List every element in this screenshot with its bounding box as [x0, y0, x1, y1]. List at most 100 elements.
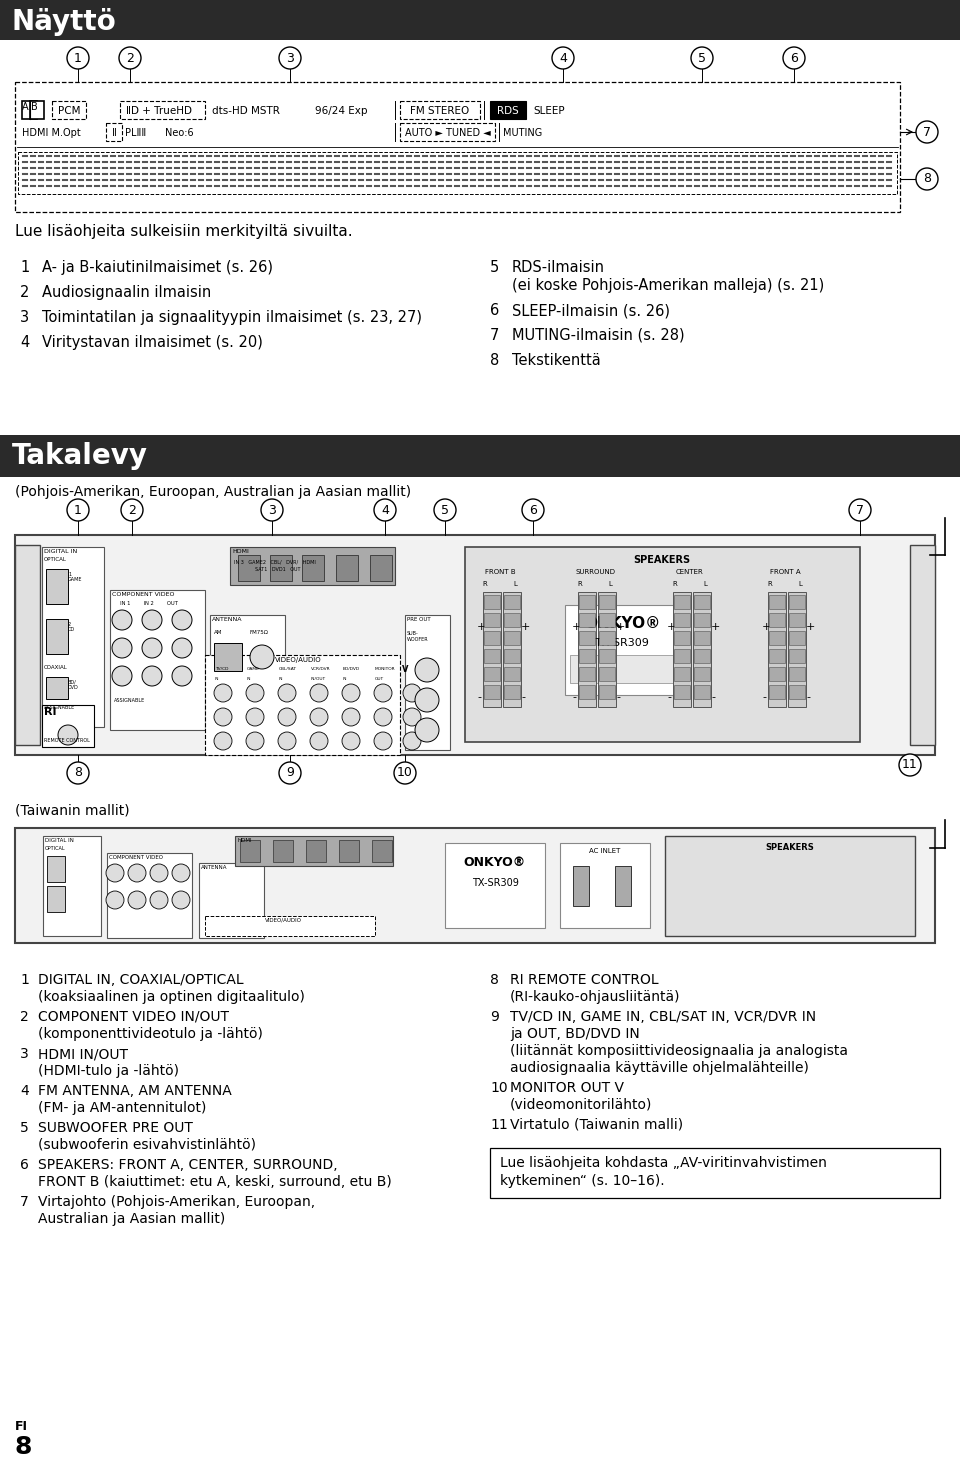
- Bar: [579, 667, 595, 681]
- Text: R: R: [768, 580, 773, 588]
- Bar: [22, 101, 37, 118]
- Text: RI: RI: [44, 708, 57, 716]
- Circle shape: [342, 684, 360, 702]
- Circle shape: [250, 645, 274, 670]
- Text: Lue lisäohjeita kohdasta „AV-viritinvahvistimen: Lue lisäohjeita kohdasta „AV-viritinvahv…: [500, 1156, 827, 1170]
- Bar: [769, 613, 785, 627]
- Bar: [599, 649, 615, 662]
- Circle shape: [279, 47, 301, 69]
- Bar: [665, 836, 915, 936]
- Circle shape: [374, 499, 396, 520]
- Text: DIGITAL IN: DIGITAL IN: [44, 550, 77, 554]
- Bar: [789, 632, 805, 645]
- Text: Australian ja Aasian mallit): Australian ja Aasian mallit): [38, 1212, 226, 1227]
- Bar: [52, 101, 86, 118]
- Text: FRONT B (kaiuttimet: etu A, keski, surround, etu B): FRONT B (kaiuttimet: etu A, keski, surro…: [38, 1175, 392, 1189]
- Bar: [46, 677, 68, 699]
- Text: R: R: [483, 580, 488, 588]
- Text: FRONT A: FRONT A: [770, 569, 801, 575]
- Bar: [789, 686, 805, 699]
- Bar: [570, 655, 675, 683]
- Bar: [674, 649, 690, 662]
- Text: L: L: [608, 580, 612, 588]
- Text: 1: 1: [74, 51, 82, 64]
- Text: R: R: [673, 580, 678, 588]
- Text: MONITOR: MONITOR: [375, 667, 396, 671]
- Text: ASSIGNABLE: ASSIGNABLE: [44, 705, 75, 711]
- Text: 4: 4: [20, 1083, 29, 1098]
- Text: Tekstikenttä: Tekstikenttä: [512, 352, 601, 368]
- Bar: [15, 545, 40, 746]
- Circle shape: [142, 637, 162, 658]
- Text: 5: 5: [441, 503, 449, 516]
- Circle shape: [522, 499, 544, 520]
- Text: RDS-ilmaisin: RDS-ilmaisin: [512, 260, 605, 275]
- Bar: [465, 547, 860, 743]
- Text: ⅡD + TrueHD: ⅡD + TrueHD: [126, 107, 192, 115]
- Text: ANTENNA: ANTENNA: [201, 866, 228, 870]
- Text: IN: IN: [343, 677, 348, 681]
- Circle shape: [172, 610, 192, 630]
- Circle shape: [142, 667, 162, 686]
- Circle shape: [67, 499, 89, 520]
- Text: IN 3   GAME2   CBL/   DVR/   HDMI: IN 3 GAME2 CBL/ DVR/ HDMI: [234, 558, 316, 564]
- Text: HDMI IN/OUT: HDMI IN/OUT: [38, 1047, 128, 1061]
- Bar: [120, 101, 205, 118]
- Text: ASSIGNABLE: ASSIGNABLE: [114, 697, 145, 703]
- Bar: [445, 844, 545, 928]
- Circle shape: [415, 689, 439, 712]
- Bar: [47, 855, 65, 882]
- Text: 3: 3: [20, 1047, 29, 1061]
- Circle shape: [552, 47, 574, 69]
- Text: BD/
DVD: BD/ DVD: [68, 680, 79, 690]
- Bar: [599, 595, 615, 610]
- Text: IN: IN: [215, 677, 220, 681]
- Bar: [270, 556, 292, 580]
- Bar: [15, 82, 900, 212]
- Text: 2
CD: 2 CD: [68, 621, 75, 633]
- Circle shape: [172, 637, 192, 658]
- Text: A: A: [22, 102, 29, 113]
- Text: IN/OUT: IN/OUT: [311, 677, 326, 681]
- Circle shape: [310, 708, 328, 727]
- Text: 10: 10: [397, 766, 413, 779]
- Text: 96/24 Exp: 96/24 Exp: [315, 107, 368, 115]
- Text: RDS: RDS: [497, 107, 518, 115]
- Bar: [578, 592, 596, 708]
- Circle shape: [374, 708, 392, 727]
- Text: 5: 5: [698, 51, 706, 64]
- Circle shape: [121, 499, 143, 520]
- Circle shape: [67, 47, 89, 69]
- Bar: [769, 667, 785, 681]
- Text: 2: 2: [20, 1010, 29, 1023]
- Bar: [579, 649, 595, 662]
- Text: -: -: [521, 692, 525, 702]
- Text: BD/DVD: BD/DVD: [343, 667, 360, 671]
- Text: MUTING-ilmaisin (s. 28): MUTING-ilmaisin (s. 28): [512, 327, 684, 344]
- Text: 6: 6: [490, 303, 499, 319]
- Bar: [18, 152, 897, 194]
- Bar: [42, 547, 104, 727]
- Text: 3: 3: [268, 503, 276, 516]
- Bar: [599, 667, 615, 681]
- Text: 3: 3: [20, 310, 29, 325]
- Circle shape: [246, 708, 264, 727]
- Bar: [484, 632, 500, 645]
- Text: PLⅡⅡ: PLⅡⅡ: [125, 129, 146, 137]
- Circle shape: [415, 658, 439, 681]
- Text: SURROUND: SURROUND: [575, 569, 615, 575]
- Circle shape: [172, 890, 190, 909]
- Bar: [484, 649, 500, 662]
- Bar: [47, 886, 65, 912]
- Text: kytkeminen“ (s. 10–16).: kytkeminen“ (s. 10–16).: [500, 1174, 664, 1189]
- Circle shape: [214, 708, 232, 727]
- Text: 2: 2: [20, 285, 30, 300]
- Bar: [599, 686, 615, 699]
- Bar: [490, 1148, 940, 1197]
- Text: B: B: [31, 102, 37, 113]
- Text: 1
GAME: 1 GAME: [68, 572, 83, 582]
- Bar: [768, 592, 786, 708]
- Text: COMPONENT VIDEO: COMPONENT VIDEO: [112, 592, 175, 596]
- Text: IN 1        IN 2        OUT: IN 1 IN 2 OUT: [112, 601, 178, 607]
- Bar: [483, 592, 501, 708]
